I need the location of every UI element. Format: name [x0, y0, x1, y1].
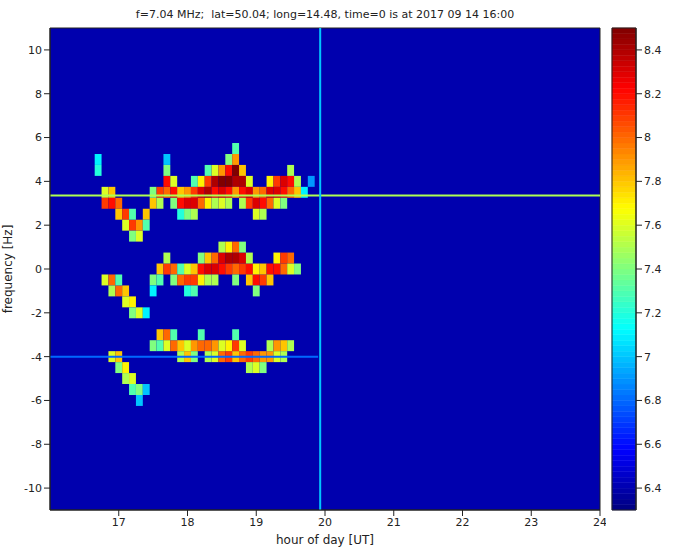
svg-text:0: 0	[35, 263, 42, 276]
svg-text:6.6: 6.6	[644, 438, 662, 451]
svg-text:8: 8	[644, 131, 651, 144]
svg-text:2: 2	[35, 219, 42, 232]
svg-text:-4: -4	[31, 351, 42, 364]
svg-text:23: 23	[524, 516, 538, 529]
svg-text:7.6: 7.6	[644, 219, 662, 232]
svg-text:17: 17	[112, 516, 126, 529]
svg-text:8.2: 8.2	[644, 88, 662, 101]
svg-text:-6: -6	[31, 394, 42, 407]
svg-text:7.2: 7.2	[644, 307, 662, 320]
svg-text:10: 10	[28, 44, 42, 57]
svg-text:22: 22	[456, 516, 470, 529]
svg-text:6.8: 6.8	[644, 394, 662, 407]
svg-text:6.4: 6.4	[644, 482, 662, 495]
svg-text:7: 7	[644, 351, 651, 364]
svg-text:-10: -10	[24, 482, 42, 495]
svg-text:18: 18	[181, 516, 195, 529]
svg-text:7.8: 7.8	[644, 175, 662, 188]
svg-text:-8: -8	[31, 438, 42, 451]
svg-text:19: 19	[249, 516, 263, 529]
svg-text:8.4: 8.4	[644, 44, 662, 57]
html-text:f=7.04 MHz; lat=50.04; long=14: f=7.04 MHz; lat=50.04; long=14.48, time=…	[135, 8, 515, 21]
svg-text:frequency [Hz]: frequency [Hz]	[1, 225, 15, 314]
svg-text:4: 4	[35, 175, 42, 188]
svg-text:8: 8	[35, 88, 42, 101]
svg-text:21: 21	[387, 516, 401, 529]
svg-text:hour of day [UT]: hour of day [UT]	[276, 533, 374, 547]
svg-text:7.4: 7.4	[644, 263, 662, 276]
svg-text:24: 24	[593, 516, 606, 529]
svg-text:-2: -2	[31, 307, 42, 320]
svg-text:6: 6	[35, 131, 42, 144]
svg-text:20: 20	[318, 516, 332, 529]
